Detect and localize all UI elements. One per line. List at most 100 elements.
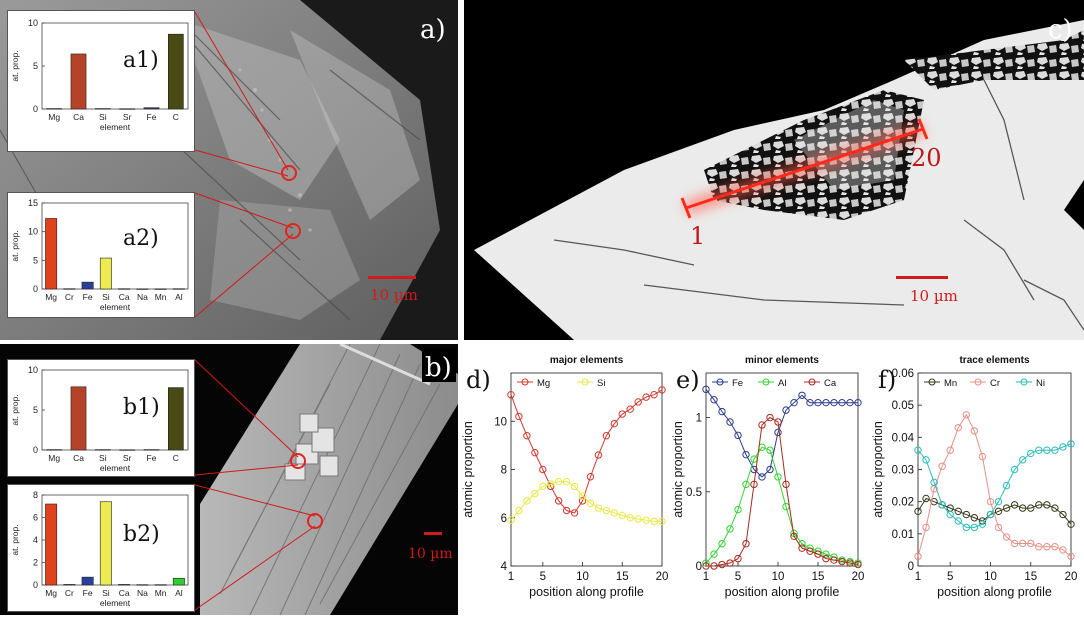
bar-sr (119, 108, 136, 110)
bar-fe (81, 281, 94, 290)
point-si (570, 482, 579, 491)
point-fe (814, 398, 822, 407)
point-ni (970, 523, 979, 532)
point-fe (790, 398, 798, 407)
x-tick-label: Ca (73, 112, 84, 122)
point-fe (822, 398, 830, 407)
sem-image-c: 1 20 10 µm c) (464, 0, 1084, 340)
point-mg (586, 473, 595, 481)
x-tick-label: Ca (73, 453, 84, 463)
point-si (578, 492, 587, 500)
bar-si (94, 108, 111, 110)
legend-marker (581, 378, 589, 386)
y-tick-label: 4 (501, 561, 508, 573)
series-line-fe (705, 389, 858, 478)
x-tick-label: 10 (576, 571, 589, 583)
point-ca (846, 559, 854, 567)
point-mn (970, 514, 979, 522)
point-si (642, 516, 650, 524)
x-tick-label: C (173, 453, 179, 463)
legend-label-al: Al (778, 378, 786, 389)
x-tick-label: 15 (812, 571, 825, 583)
point-ni (922, 456, 930, 464)
legend-marker (1020, 378, 1028, 386)
point-cr (1043, 543, 1051, 551)
point-ca (750, 480, 758, 489)
y-tick-label: 8 (501, 465, 507, 477)
x-tick-label: 5 (735, 571, 741, 583)
profile-start-label: 1 (690, 222, 705, 250)
bar-mn (154, 288, 167, 290)
legend-label-ca: Ca (824, 378, 837, 389)
point-si (610, 509, 619, 517)
x-tick-label: 1 (915, 571, 921, 583)
point-fe (846, 398, 854, 407)
chart-title: trace elements (959, 355, 1029, 366)
point-fe (830, 398, 838, 407)
point-mg (578, 497, 587, 505)
point-si (554, 477, 563, 486)
point-mg (539, 465, 547, 474)
point-mn (930, 497, 938, 506)
point-mn (962, 510, 971, 519)
x-tick-label: Fe (147, 453, 157, 463)
inset-b2: 0 2 4 6 8 Mg Cr Fe Si Ca Na Mn Al element at. prop. b2) (7, 484, 195, 612)
y-tick-label: 10 (28, 18, 38, 28)
point-mg (610, 419, 619, 428)
point-fe (718, 407, 726, 416)
point-ni (1035, 446, 1043, 454)
point-ca (758, 421, 766, 429)
x-tick-label: Si (99, 112, 107, 122)
y-tick-label: 0 (908, 561, 914, 573)
plot-frame (41, 202, 189, 290)
legend-label-ni: Ni (1036, 378, 1045, 389)
point-ni (946, 510, 954, 519)
point-al (734, 505, 742, 514)
x-tick-label: 10 (984, 571, 997, 583)
point-cr (962, 411, 971, 419)
point-si (594, 504, 603, 512)
series-line-ni (917, 443, 1072, 528)
point-mn (1067, 520, 1075, 528)
point-mn (1010, 501, 1019, 509)
scale-bar-c (896, 276, 948, 279)
point-fe (766, 465, 774, 474)
y-tick-label: 10 (494, 416, 507, 428)
point-cr (914, 552, 922, 561)
bar-si (99, 501, 112, 586)
point-ni (1043, 446, 1051, 454)
y-tick-label: 0.06 (892, 368, 914, 380)
y-tick-label: 0 (33, 104, 38, 114)
point-cr (954, 423, 962, 432)
plot-frame (41, 494, 189, 586)
y-tick-label: 8 (33, 490, 38, 500)
legend-label-si: Si (597, 378, 605, 389)
point-al (774, 473, 782, 481)
chart-b2: 0 2 4 6 8 Mg Cr Fe Si Ca Na Mn Al element at. prop. b2) (10, 490, 189, 608)
point-fe (702, 385, 710, 394)
point-fe (798, 391, 806, 399)
point-cr (946, 446, 954, 454)
point-mg (594, 451, 603, 459)
profile-end-label: 20 (911, 144, 942, 172)
point-ni (978, 520, 987, 528)
inset-label-a1: a1) (123, 48, 159, 73)
bar-cr (63, 288, 76, 290)
x-tick-label: C (173, 112, 179, 122)
point-ni (938, 501, 946, 509)
point-si (650, 517, 658, 526)
panel-label-c: c) (1048, 15, 1073, 45)
panel-c: 1 20 10 µm c) (464, 0, 1084, 340)
point-ca (798, 544, 806, 552)
y-tick-label: 0.05 (892, 400, 914, 412)
bar-al (172, 577, 185, 586)
point-mn (994, 507, 1003, 516)
bar-sr (119, 449, 136, 451)
point-si (507, 516, 515, 524)
bar-c (167, 387, 184, 451)
point-mg (626, 405, 634, 413)
point-mg (531, 448, 539, 457)
